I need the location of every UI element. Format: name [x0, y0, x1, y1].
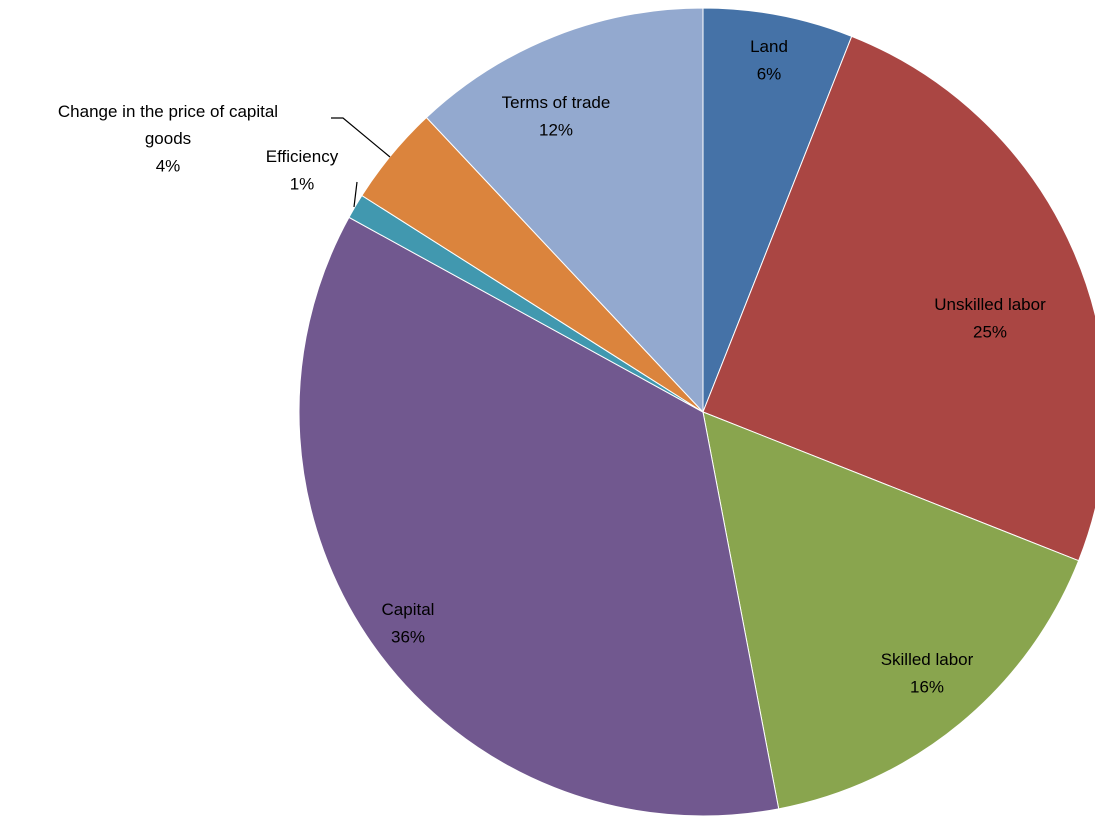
slice-value-label: 6% — [757, 64, 782, 83]
slice-label: Skilled labor — [881, 650, 974, 669]
pie-slice — [702, 35, 1095, 562]
slice-value-label: 1% — [290, 174, 315, 193]
slice-value-label: 25% — [973, 322, 1007, 341]
leader-line — [353, 181, 358, 208]
pie-slice — [702, 411, 1080, 810]
slice-label: Land — [750, 37, 788, 56]
leader-line — [331, 117, 391, 158]
pie-slice — [702, 7, 853, 413]
labels: Land 6% Unskilled labor 25% Skilled labor 16%… — [58, 37, 1046, 696]
slice-label: Efficiency — [266, 147, 339, 166]
slice-value-label: 4% — [156, 156, 181, 175]
pie-slice — [425, 7, 704, 414]
slice-value-label: 12% — [539, 120, 573, 139]
pie-slice — [298, 216, 780, 816]
slice-label: Change in the price of capital goods — [58, 102, 278, 148]
slice-value-label: 36% — [391, 627, 425, 646]
slice-value-label: 16% — [910, 677, 944, 696]
slice-label: Capital — [382, 600, 435, 619]
slice-label: Terms of trade — [502, 93, 611, 112]
slices — [298, 7, 1095, 816]
slice-label: Unskilled labor — [934, 295, 1046, 314]
